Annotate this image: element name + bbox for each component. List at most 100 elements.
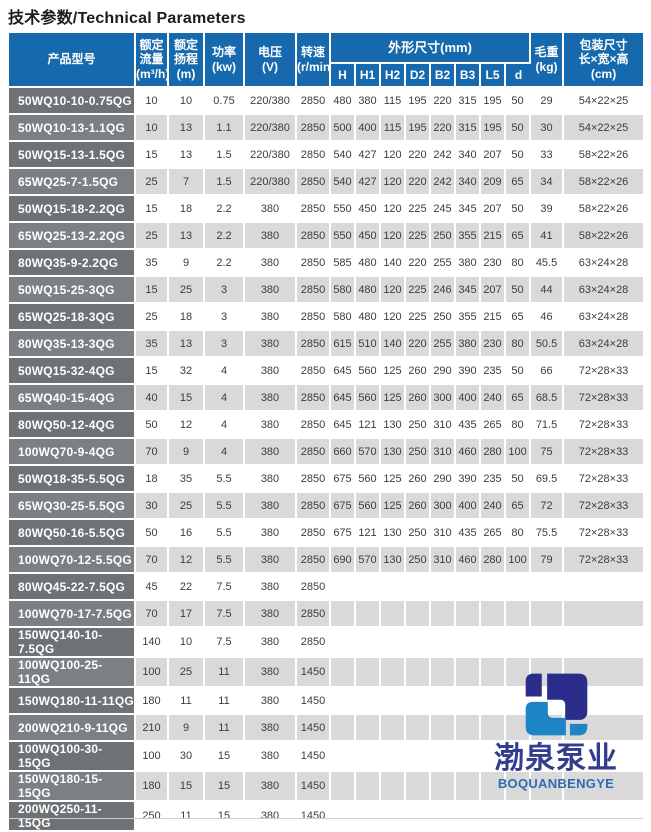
dim-cell-D2: 260: [406, 493, 431, 520]
flow-cell: 100: [136, 658, 169, 688]
weight-cell: 30: [531, 115, 565, 142]
model-cell: 80WQ35-9-2.2QG: [9, 250, 136, 277]
dim-cell-d: [506, 574, 532, 601]
weight-cell: 29: [531, 88, 565, 115]
weight-cell: [531, 715, 565, 742]
table-row: 80WQ35-13-3QG 35 13 3 380 2850 615 510 140 220 255…: [9, 331, 644, 358]
head-cell: 12: [169, 547, 205, 574]
dim-cell-H: 585: [331, 250, 356, 277]
dim-cell-L5: 280: [481, 547, 506, 574]
table-row: 65WQ25-13-2.2QG 25 13 2.2 380 2850 550 450 120 22…: [9, 223, 644, 250]
weight-cell: 39: [531, 196, 565, 223]
voltage-cell: 380: [245, 772, 297, 802]
subcolumn-header-d: d: [506, 64, 532, 88]
table-row: 80WQ50-12-4QG 50 12 4 380 2850 645 121 130 250 310…: [9, 412, 644, 439]
header-row-dimension-subcolumns: H H1 H2 D2 B2 B3 L5 d: [9, 64, 643, 88]
dim-cell-H1: 570: [356, 547, 381, 574]
dim-cell-B2: 290: [431, 358, 456, 385]
table-row: 65WQ25-18-3QG 25 18 3 380 2850 580 480 120 225 250…: [9, 304, 644, 331]
speed-cell: 2850: [297, 88, 331, 115]
dim-cell-L5: [481, 658, 506, 688]
model-cell: 150WQ180-15-15QG: [9, 772, 136, 802]
dim-cell-D2: 260: [406, 358, 431, 385]
head-cell: 7: [169, 169, 205, 196]
model-cell: 65WQ25-13-2.2QG: [9, 223, 136, 250]
dim-cell-H: 500: [331, 115, 356, 142]
head-cell: 11: [169, 802, 205, 832]
package-cell: [564, 658, 644, 688]
table-header: 产品型号 额定 流量 (m³/h) 额定 扬程 (m) 功率 (kw) 电压 (…: [9, 33, 644, 88]
package-cell: [564, 688, 644, 715]
power-cell: 4: [205, 385, 245, 412]
power-cell: 11: [205, 688, 245, 715]
model-cell: 100WQ70-9-4QG: [9, 439, 136, 466]
package-cell: 72×28×33: [564, 547, 644, 574]
voltage-cell: 380: [245, 277, 297, 304]
dim-cell-H2: 120: [381, 169, 406, 196]
table-row: 50WQ18-35-5.5QG 18 35 5.5 380 2850 675 560 125 26…: [9, 466, 644, 493]
dim-cell-H2: [381, 772, 406, 802]
speed-cell: 2850: [297, 466, 331, 493]
power-cell: 5.5: [205, 547, 245, 574]
dim-cell-d: 50: [506, 115, 532, 142]
model-cell: 50WQ15-32-4QG: [9, 358, 136, 385]
dim-cell-H: 645: [331, 358, 356, 385]
weight-cell: 69.5: [531, 466, 565, 493]
dim-cell-B2: [431, 574, 456, 601]
dim-cell-B2: 300: [431, 493, 456, 520]
dim-cell-L5: 280: [481, 439, 506, 466]
head-cell: 13: [169, 331, 205, 358]
dim-cell-D2: 250: [406, 412, 431, 439]
voltage-cell: 380: [245, 223, 297, 250]
voltage-cell: 380: [245, 358, 297, 385]
weight-cell: [531, 628, 565, 658]
package-cell: [564, 715, 644, 742]
dim-cell-D2: 225: [406, 196, 431, 223]
dim-cell-B2: [431, 802, 456, 832]
weight-cell: 46: [531, 304, 565, 331]
dim-cell-H: [331, 628, 356, 658]
speed-cell: 1450: [297, 772, 331, 802]
voltage-cell: 380: [245, 658, 297, 688]
dim-cell-H: [331, 658, 356, 688]
power-cell: 4: [205, 358, 245, 385]
dim-cell-d: 100: [506, 547, 532, 574]
dim-cell-H2: 120: [381, 196, 406, 223]
dim-cell-L5: 265: [481, 520, 506, 547]
dim-cell-H1: 121: [356, 412, 381, 439]
model-cell: 50WQ18-35-5.5QG: [9, 466, 136, 493]
dim-cell-B3: 400: [456, 385, 481, 412]
dim-cell-H2: 125: [381, 358, 406, 385]
table-row: 50WQ15-32-4QG 15 32 4 380 2850 645 560 125 260 290…: [9, 358, 644, 385]
dim-cell-H2: 125: [381, 493, 406, 520]
dim-cell-L5: [481, 802, 506, 832]
dim-cell-B3: 460: [456, 439, 481, 466]
dim-cell-L5: 230: [481, 331, 506, 358]
model-cell: 65WQ40-15-4QG: [9, 385, 136, 412]
dim-cell-H: 580: [331, 304, 356, 331]
power-cell: 3: [205, 277, 245, 304]
dim-cell-B3: 315: [456, 88, 481, 115]
dim-cell-D2: [406, 688, 431, 715]
subcolumn-header-L5: L5: [481, 64, 506, 88]
dim-cell-H: 580: [331, 277, 356, 304]
dim-cell-H1: 560: [356, 493, 381, 520]
dim-cell-d: 80: [506, 412, 532, 439]
weight-cell: 44: [531, 277, 565, 304]
dim-cell-d: 65: [506, 304, 532, 331]
dim-cell-B2: 310: [431, 520, 456, 547]
subcolumn-header-B2: B2: [431, 64, 456, 88]
dim-cell-L5: [481, 772, 506, 802]
flow-cell: 30: [136, 493, 169, 520]
dim-cell-H2: 130: [381, 547, 406, 574]
package-cell: 54×22×25: [564, 115, 644, 142]
dim-cell-d: 80: [506, 331, 532, 358]
dim-cell-d: 50: [506, 466, 532, 493]
power-cell: 15: [205, 742, 245, 772]
table-row: 50WQ10-10-0.75QG 10 10 0.75 220/380 2850 480 38…: [9, 88, 644, 115]
dim-cell-B2: 242: [431, 142, 456, 169]
dim-cell-H1: [356, 802, 381, 832]
voltage-cell: 380: [245, 331, 297, 358]
voltage-cell: 380: [245, 742, 297, 772]
